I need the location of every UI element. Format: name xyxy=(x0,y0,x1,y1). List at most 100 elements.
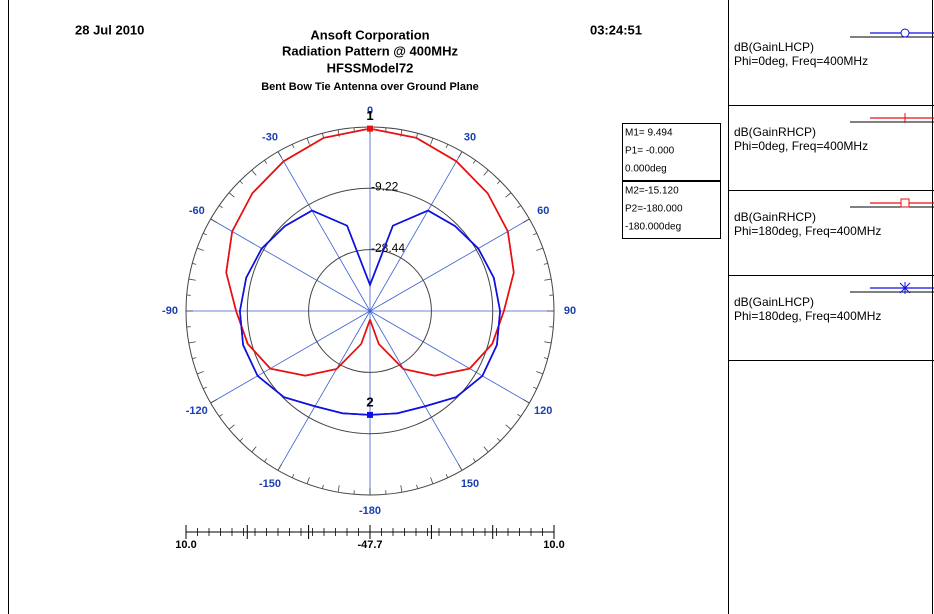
spoke xyxy=(369,310,530,404)
angle-minor-tick xyxy=(203,232,208,236)
angle-minor-tick xyxy=(400,485,403,493)
angle-minor-tick xyxy=(505,192,512,198)
spoke xyxy=(277,151,371,312)
ring xyxy=(308,249,432,373)
scale-label: 10.0 xyxy=(543,539,564,551)
angle-minor-tick xyxy=(192,262,197,265)
angle-minor-tick xyxy=(251,446,257,453)
angle-minor-tick xyxy=(543,262,548,265)
angle-minor-tick xyxy=(496,180,501,185)
angle-minor-tick xyxy=(430,477,434,485)
chart-title: Ansoft Corporation xyxy=(310,27,429,42)
angle-minor-tick xyxy=(219,413,223,417)
model-name: HFSSModel72 xyxy=(327,60,414,75)
angle-minor-tick xyxy=(472,458,476,462)
legend-name: dB(GainLHCP) xyxy=(734,295,814,309)
marker-point xyxy=(367,125,373,132)
angle-minor-tick xyxy=(239,437,244,442)
angle-minor-tick xyxy=(445,473,449,478)
angle-label: 30 xyxy=(464,132,476,144)
angle-minor-tick xyxy=(264,160,268,164)
marker-text: P1= -0.000 xyxy=(625,146,675,157)
angle-label: -150 xyxy=(259,478,281,490)
angle-label: 90 xyxy=(564,305,576,317)
angle-minor-tick xyxy=(458,151,463,158)
legend-detail: Phi=0deg, Freq=400MHz xyxy=(734,139,868,153)
angle-minor-tick xyxy=(239,180,244,185)
angle-minor-tick xyxy=(321,484,324,489)
marker-point xyxy=(367,411,373,418)
angle-minor-tick xyxy=(532,232,537,236)
angle-minor-tick xyxy=(517,205,521,209)
marker-text: P2=-180.000 xyxy=(625,204,683,215)
angle-label: -120 xyxy=(186,405,208,417)
angle-minor-tick xyxy=(196,371,204,375)
date: 28 Jul 2010 xyxy=(75,22,144,37)
marker-box xyxy=(622,181,721,239)
angle-minor-tick xyxy=(228,192,235,198)
angle-label: -30 xyxy=(262,132,278,144)
angle-minor-tick xyxy=(445,144,449,149)
angle-minor-tick xyxy=(536,371,544,375)
angle-label: -180 xyxy=(359,505,381,517)
marker-text: -180.000deg xyxy=(625,222,681,233)
angle-minor-tick xyxy=(483,446,489,453)
time: 03:24:51 xyxy=(590,22,642,37)
angle-label: -60 xyxy=(189,205,205,217)
angle-minor-tick xyxy=(264,458,268,462)
spoke xyxy=(210,218,371,312)
angle-minor-tick xyxy=(188,278,196,281)
angle-minor-tick xyxy=(210,218,217,223)
marker-label: 2 xyxy=(366,394,373,409)
angle-label: 120 xyxy=(534,405,552,417)
legend-detail: Phi=180deg, Freq=400MHz xyxy=(734,309,881,323)
angle-minor-tick xyxy=(219,205,223,209)
angle-minor-tick xyxy=(228,424,235,430)
angle-label: 60 xyxy=(537,205,549,217)
spoke xyxy=(369,218,530,312)
marker-text: 0.000deg xyxy=(625,164,667,175)
legend-detail: Phi=180deg, Freq=400MHz xyxy=(734,224,881,238)
legend-name: dB(GainRHCP) xyxy=(734,210,816,224)
angle-label: 0 xyxy=(367,105,373,117)
angle-minor-tick xyxy=(416,484,419,489)
angle-minor-tick xyxy=(192,357,197,360)
angle-minor-tick xyxy=(306,477,310,485)
angle-minor-tick xyxy=(196,247,204,251)
ring-label: -9.22 xyxy=(371,179,399,193)
angle-minor-tick xyxy=(544,341,552,344)
angle-minor-tick xyxy=(536,247,544,251)
angle-minor-tick xyxy=(532,386,537,390)
legend-symbol xyxy=(900,28,910,38)
ring xyxy=(246,187,494,435)
angle-minor-tick xyxy=(483,169,489,176)
ring-label: -28.44 xyxy=(371,241,405,255)
angle-minor-tick xyxy=(458,464,463,471)
legend-name: dB(GainRHCP) xyxy=(734,125,816,139)
angle-minor-tick xyxy=(277,151,282,158)
angle-minor-tick xyxy=(496,437,501,442)
angle-minor-tick xyxy=(337,485,340,493)
angle-minor-tick xyxy=(306,137,310,145)
marker-text: M2=-15.120 xyxy=(625,186,679,197)
frame xyxy=(8,0,933,614)
angle-minor-tick xyxy=(505,424,512,430)
angle-minor-tick xyxy=(544,278,552,281)
angle-minor-tick xyxy=(416,133,419,138)
angle-minor-tick xyxy=(523,218,530,223)
caption: Bent Bow Tie Antenna over Ground Plane xyxy=(261,81,479,93)
angle-minor-tick xyxy=(277,464,282,471)
chart-subtitle: Radiation Pattern @ 400MHz xyxy=(282,43,458,58)
spoke xyxy=(369,310,463,471)
angle-minor-tick xyxy=(251,169,257,176)
legend-name: dB(GainLHCP) xyxy=(734,40,814,54)
legend-detail: Phi=0deg, Freq=400MHz xyxy=(734,54,868,68)
legend-symbol xyxy=(900,198,910,208)
angle-minor-tick xyxy=(472,160,476,164)
angle-minor-tick xyxy=(517,413,521,417)
spoke xyxy=(369,151,463,312)
scale-label: -47.7 xyxy=(357,539,382,551)
angle-minor-tick xyxy=(321,133,324,138)
angle-minor-tick xyxy=(291,144,295,149)
